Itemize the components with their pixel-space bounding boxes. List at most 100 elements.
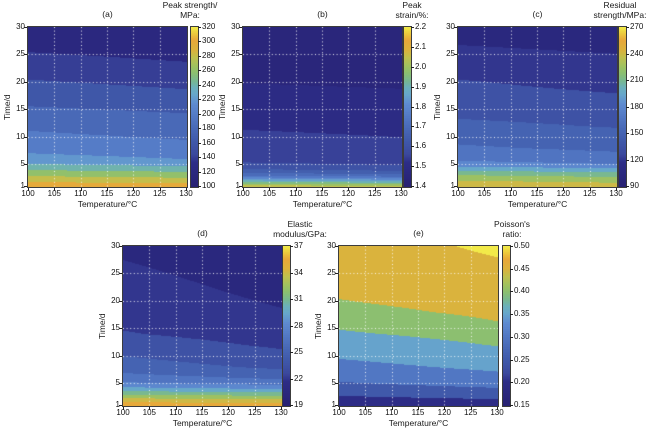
x-tick-mark [54, 188, 56, 191]
x-tick-label: 120 [341, 189, 355, 198]
colorbar-tick-label: 31 [294, 294, 303, 303]
colorbar-tick-mark [411, 126, 414, 128]
colorbar-tick-label: 120 [630, 154, 644, 164]
contour-plot-e [338, 245, 499, 407]
colorbar-tick-mark [510, 314, 513, 316]
y-tick-mark [239, 164, 242, 166]
colorbar-tick-label: 0.50 [514, 241, 530, 250]
colorbar-tick-label: 2.1 [415, 41, 427, 51]
colorbar-tick-mark [510, 359, 513, 361]
colorbar-e [502, 245, 511, 407]
colorbar-tick-mark [198, 55, 201, 57]
colorbar-tick-mark [290, 352, 293, 353]
colorbar-tick-label: 280 [202, 50, 216, 60]
x-tick-mark [107, 188, 108, 191]
y-tick-mark [335, 405, 338, 406]
colorbar-tick-label: 0.20 [514, 377, 530, 387]
colorbar-tick-mark [198, 142, 201, 144]
colorbar-tick-label: 19 [294, 400, 303, 409]
colorbar-tick-mark [411, 27, 414, 28]
x-tick-mark [418, 407, 419, 410]
y-tick-label: 15 [327, 323, 336, 333]
colorbar-title-line: Elastic [287, 219, 313, 229]
x-tick-label: 115 [411, 408, 425, 417]
colorbar-tick-mark [626, 27, 629, 28]
colorbar-tick-label: 180 [202, 123, 216, 133]
x-tick-label: 110 [385, 408, 399, 417]
x-tick-label: 130 [394, 189, 408, 198]
x-tick-label: 100 [451, 189, 465, 198]
colorbar-tick-mark [198, 171, 201, 173]
x-tick-mark [149, 407, 151, 410]
colorbar-tick-label: 1.7 [415, 121, 427, 131]
x-tick-mark [281, 407, 282, 410]
x-tick-mark [186, 188, 187, 191]
subplot-d: (d) Elastic modulus/GPa: Temperature/°C … [97, 219, 327, 428]
y-tick-mark [239, 27, 242, 28]
y-tick-label: 5 [235, 159, 240, 169]
panel-label-d: (d) [197, 228, 208, 238]
colorbar-title-a: Peak strength/ MPa: [105, 0, 275, 20]
x-tick-mark [123, 407, 124, 410]
colorbar-tick-label: 320 [202, 22, 216, 31]
contour-plot-a [27, 26, 188, 188]
y-tick-label: 5 [331, 378, 336, 388]
colorbar-tick-mark [510, 405, 513, 406]
y-tick-mark [119, 273, 122, 275]
x-tick-mark [295, 188, 297, 191]
x-tick-label: 130 [179, 189, 193, 198]
y-tick-label: 30 [231, 22, 240, 31]
y-tick-label: 5 [20, 159, 25, 169]
y-tick-mark [335, 273, 338, 275]
x-tick-mark [616, 188, 617, 191]
colorbar-title-line: ratio: [502, 229, 522, 239]
x-tick-label: 120 [221, 408, 235, 417]
y-tick-label: 20 [231, 76, 240, 86]
colorbar-tick-label: 28 [294, 320, 303, 330]
x-tick-label: 110 [504, 189, 518, 198]
x-tick-label: 130 [274, 408, 288, 417]
colorbar-tick-mark [626, 159, 629, 161]
x-tick-label: 100 [236, 189, 250, 198]
colorbar-tick-label: 2.2 [415, 22, 427, 31]
y-tick-mark [454, 54, 457, 56]
colorbar-tick-label: 1.9 [415, 81, 427, 91]
y-tick-mark [335, 300, 338, 302]
y-tick-mark [335, 328, 338, 330]
colorbar-tick-label: 1.4 [415, 181, 427, 190]
x-tick-label: 120 [126, 189, 140, 198]
x-tick-label: 130 [609, 189, 623, 198]
x-tick-mark [254, 407, 256, 410]
x-tick-mark [243, 188, 244, 191]
y-tick-mark [239, 186, 242, 187]
x-tick-mark [159, 188, 161, 191]
colorbar-tick-mark [510, 336, 513, 338]
colorbar-tick-label: 220 [202, 94, 216, 104]
colorbar-tick-mark [510, 291, 513, 293]
x-tick-label: 105 [262, 189, 276, 198]
colorbar-title-line: Peak strength/ [162, 0, 218, 10]
x-tick-label: 105 [47, 189, 61, 198]
x-tick-label: 115 [195, 408, 209, 417]
y-tick-mark [454, 164, 457, 166]
x-tick-label: 120 [437, 408, 451, 417]
colorbar-title-c: Residual strength/MPa: [535, 0, 650, 20]
colorbar-tick-mark [198, 70, 201, 72]
colorbar-title-e: Poisson's ratio: [427, 219, 597, 239]
x-tick-mark [365, 407, 367, 410]
colorbar-tick-label: 0.35 [514, 309, 530, 319]
colorbar-tick-label: 150 [630, 128, 644, 137]
x-tick-mark [322, 188, 323, 191]
y-tick-label: 10 [16, 131, 25, 141]
x-tick-label: 110 [74, 189, 88, 198]
y-tick-label: 20 [16, 76, 25, 86]
y-tick-label: 10 [231, 131, 240, 141]
colorbar-tick-label: 1.5 [415, 161, 427, 171]
x-axis-label: Temperature/°C [292, 199, 353, 209]
y-tick-label: 30 [16, 22, 25, 31]
subplot-c: (c) Residual strength/MPa: Temperature/°… [432, 0, 646, 209]
colorbar-tick-label: 1.8 [415, 101, 427, 111]
x-tick-mark [269, 188, 271, 191]
y-tick-label: 25 [111, 268, 120, 278]
colorbar-title-line: strain/%: [395, 10, 429, 20]
